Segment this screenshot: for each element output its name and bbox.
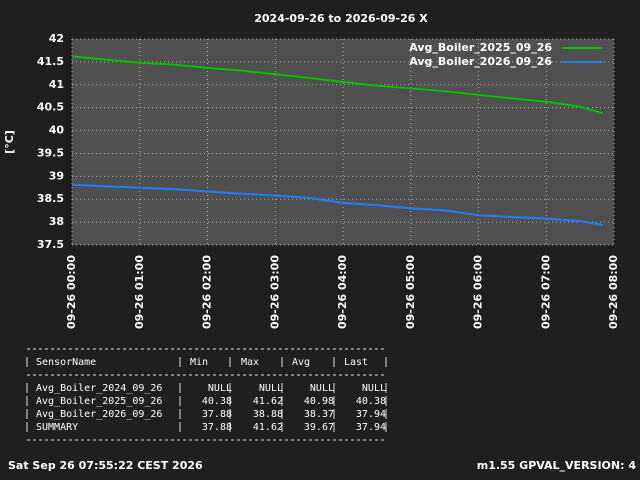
- series-line: [71, 55, 603, 115]
- table-cell: 39.67: [304, 422, 334, 433]
- y-tick-label: 39: [49, 169, 64, 182]
- table-cell: 41.62: [253, 396, 283, 407]
- y-tick-label: 37.5: [37, 238, 64, 251]
- footer-right: m1.55 GPVAL_VERSION: 4: [477, 459, 637, 472]
- y-tick-label: 42: [49, 32, 64, 45]
- table-cell: 40.98: [304, 396, 334, 407]
- x-tick-label: 09-26 04:00: [336, 255, 349, 329]
- y-tick-label: 38.5: [37, 192, 64, 205]
- x-tick-label: 09-26 00:00: [65, 255, 78, 329]
- table-cell: 41.62: [253, 422, 283, 433]
- y-tick-label: 40: [49, 124, 65, 137]
- series-line: [71, 183, 603, 226]
- x-tick-label: 09-26 02:00: [201, 255, 214, 329]
- table-cell: 38.37: [304, 409, 334, 420]
- table-cell: NULL: [310, 383, 334, 394]
- table-cell: Avg_Boiler_2025_09_26: [36, 396, 162, 407]
- plot-area: [72, 39, 614, 245]
- table-cell: NULL: [259, 383, 283, 394]
- y-tick-label: 38: [49, 215, 64, 228]
- table-cell: NULL: [362, 383, 386, 394]
- y-tick-label: 41.5: [37, 55, 64, 68]
- table-cell: 38.88: [253, 409, 283, 420]
- footer-left: Sat Sep 26 07:55:22 CEST 2026: [8, 459, 203, 472]
- table-header: Min: [190, 357, 208, 368]
- table-cell: 37.88: [202, 422, 232, 433]
- table-cell: 37.88: [202, 409, 232, 420]
- x-tick-label: 09-26 06:00: [472, 255, 485, 329]
- table-cell: Avg_Boiler_2024_09_26: [36, 383, 162, 394]
- y-tick-label: 40.5: [37, 101, 64, 114]
- table-header: Last: [344, 357, 368, 368]
- chart-title: 2024-09-26 to 2026-09-26 X: [254, 12, 428, 25]
- table-cell: 40.38: [202, 396, 232, 407]
- x-tick-label: 09-26 01:00: [133, 255, 146, 329]
- table-cell: 40.38: [356, 396, 386, 407]
- legend-label: Avg_Boiler_2025_09_26: [409, 41, 552, 54]
- x-tick-label: 09-26 08:00: [607, 255, 620, 329]
- table-header: Max: [241, 357, 259, 368]
- legend-label: Avg_Boiler_2026_09_26: [409, 55, 552, 68]
- table-cell: NULL: [208, 383, 232, 394]
- x-tick-label: 09-26 07:00: [539, 255, 552, 329]
- y-axis-label: [°C]: [3, 130, 16, 154]
- table-cell: Avg_Boiler_2026_09_26: [36, 409, 162, 420]
- y-tick-label: 41: [49, 78, 64, 91]
- x-tick-label: 09-26 05:00: [404, 255, 417, 329]
- table-header: SensorName: [36, 357, 96, 368]
- x-tick-label: 09-26 03:00: [268, 255, 281, 329]
- y-tick-label: 39.5: [37, 146, 64, 159]
- table: SensorName Min Max Avg Last Avg_Boiler_2024_0…: [26, 348, 387, 441]
- table-cell: SUMMARY: [36, 422, 78, 433]
- table-cell: 37.94: [356, 409, 386, 420]
- table-header: Avg: [292, 357, 310, 368]
- table-cell: 37.94: [356, 422, 386, 433]
